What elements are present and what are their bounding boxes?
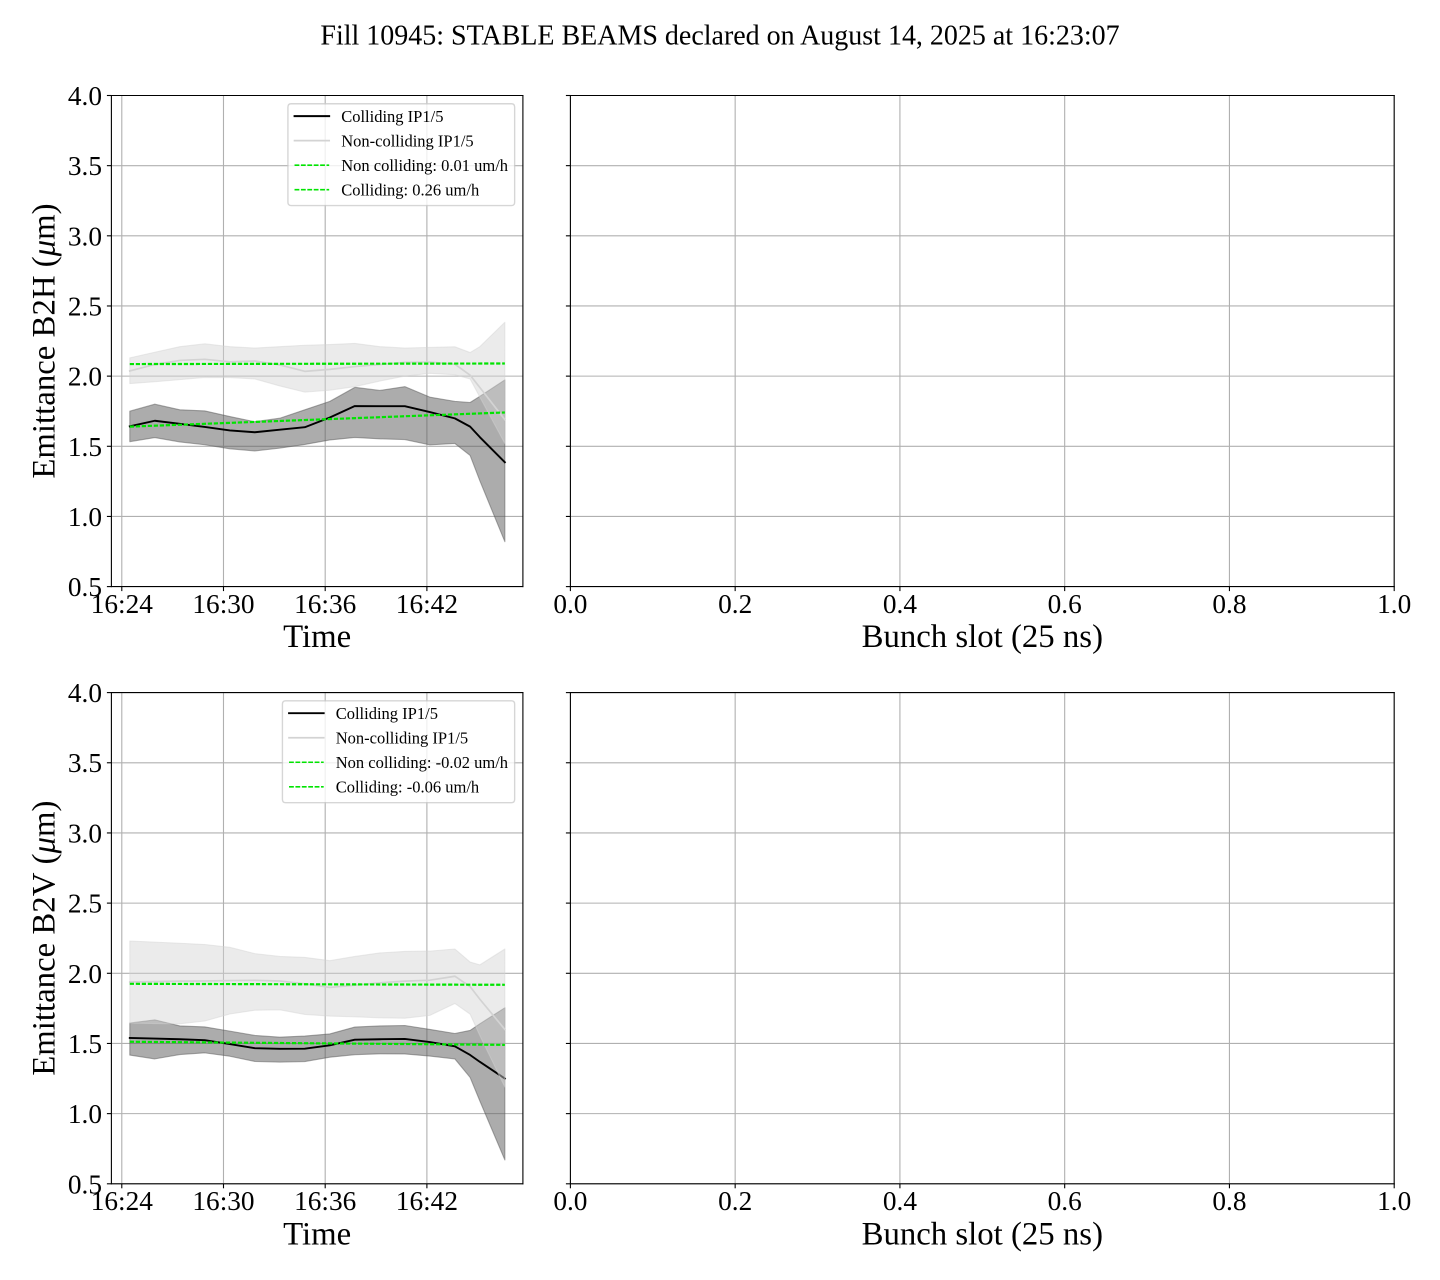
svg-text:Non colliding: 0.01 um/h: Non colliding: 0.01 um/h bbox=[341, 156, 509, 175]
svg-text:Fill 10945: STABLE BEAMS decla: Fill 10945: STABLE BEAMS declared on Aug… bbox=[320, 21, 1119, 52]
svg-text:0.2: 0.2 bbox=[718, 589, 752, 619]
svg-text:1.0: 1.0 bbox=[68, 1099, 102, 1129]
svg-text:0.0: 0.0 bbox=[553, 589, 587, 619]
svg-text:E m i t: E m i t t a n c e B 2 V ( m ) μ bbox=[27, 756, 63, 1076]
svg-text:4.0: 4.0 bbox=[68, 678, 102, 708]
svg-text:4.0: 4.0 bbox=[68, 81, 102, 111]
svg-text:0.8: 0.8 bbox=[1212, 589, 1246, 619]
svg-text:3.0: 3.0 bbox=[68, 818, 102, 848]
svg-text:Colliding IP1/5: Colliding IP1/5 bbox=[336, 704, 438, 723]
svg-text:16:30: 16:30 bbox=[192, 589, 254, 619]
svg-text:1.5: 1.5 bbox=[68, 1029, 102, 1059]
svg-text:0.4: 0.4 bbox=[883, 1186, 917, 1216]
svg-text:1.0: 1.0 bbox=[1377, 589, 1411, 619]
svg-text:16:24: 16:24 bbox=[91, 1186, 154, 1216]
svg-text:3.0: 3.0 bbox=[68, 221, 102, 251]
svg-text:16:42: 16:42 bbox=[396, 1186, 458, 1216]
svg-text:Time: Time bbox=[283, 619, 351, 655]
svg-text:0.4: 0.4 bbox=[883, 589, 917, 619]
svg-text:2.0: 2.0 bbox=[68, 362, 102, 392]
svg-text:0.5: 0.5 bbox=[68, 1169, 102, 1199]
svg-text:3.5: 3.5 bbox=[68, 151, 102, 181]
svg-text:3.5: 3.5 bbox=[68, 748, 102, 778]
svg-text:1.5: 1.5 bbox=[68, 432, 102, 462]
svg-text:0.2: 0.2 bbox=[718, 1186, 752, 1216]
svg-text:Non colliding: -0.02 um/h: Non colliding: -0.02 um/h bbox=[336, 753, 509, 772]
svg-text:Bunch slot (25 ns): Bunch slot (25 ns) bbox=[862, 619, 1103, 655]
svg-text:1.0: 1.0 bbox=[1377, 1186, 1411, 1216]
svg-text:Colliding: 0.26 um/h: Colliding: 0.26 um/h bbox=[341, 180, 480, 199]
svg-text:0.8: 0.8 bbox=[1212, 1186, 1246, 1216]
svg-text:Non-colliding IP1/5: Non-colliding IP1/5 bbox=[341, 131, 473, 150]
svg-text:16:42: 16:42 bbox=[396, 589, 458, 619]
svg-text:0.0: 0.0 bbox=[553, 1186, 587, 1216]
svg-text:16:36: 16:36 bbox=[294, 589, 356, 619]
svg-text:Colliding IP1/5: Colliding IP1/5 bbox=[341, 107, 443, 126]
svg-text:16:30: 16:30 bbox=[192, 1186, 254, 1216]
svg-text:0.5: 0.5 bbox=[68, 572, 102, 602]
svg-text:16:24: 16:24 bbox=[91, 589, 154, 619]
svg-text:Bunch slot (25 ns): Bunch slot (25 ns) bbox=[862, 1216, 1103, 1252]
svg-text:0.6: 0.6 bbox=[1048, 589, 1082, 619]
svg-text:Colliding: -0.06 um/h: Colliding: -0.06 um/h bbox=[336, 778, 480, 797]
svg-text:16:36: 16:36 bbox=[294, 1186, 356, 1216]
svg-text:2.5: 2.5 bbox=[68, 291, 102, 321]
svg-text:Time: Time bbox=[283, 1216, 351, 1252]
svg-text:2.0: 2.0 bbox=[68, 959, 102, 989]
svg-text:Non-colliding IP1/5: Non-colliding IP1/5 bbox=[336, 729, 468, 748]
svg-text:2.5: 2.5 bbox=[68, 889, 102, 919]
svg-text:E m i t: E m i t t a n c e B 2 H ( m ) μ bbox=[27, 159, 63, 479]
svg-text:0.6: 0.6 bbox=[1048, 1186, 1082, 1216]
svg-text:1.0: 1.0 bbox=[68, 502, 102, 532]
